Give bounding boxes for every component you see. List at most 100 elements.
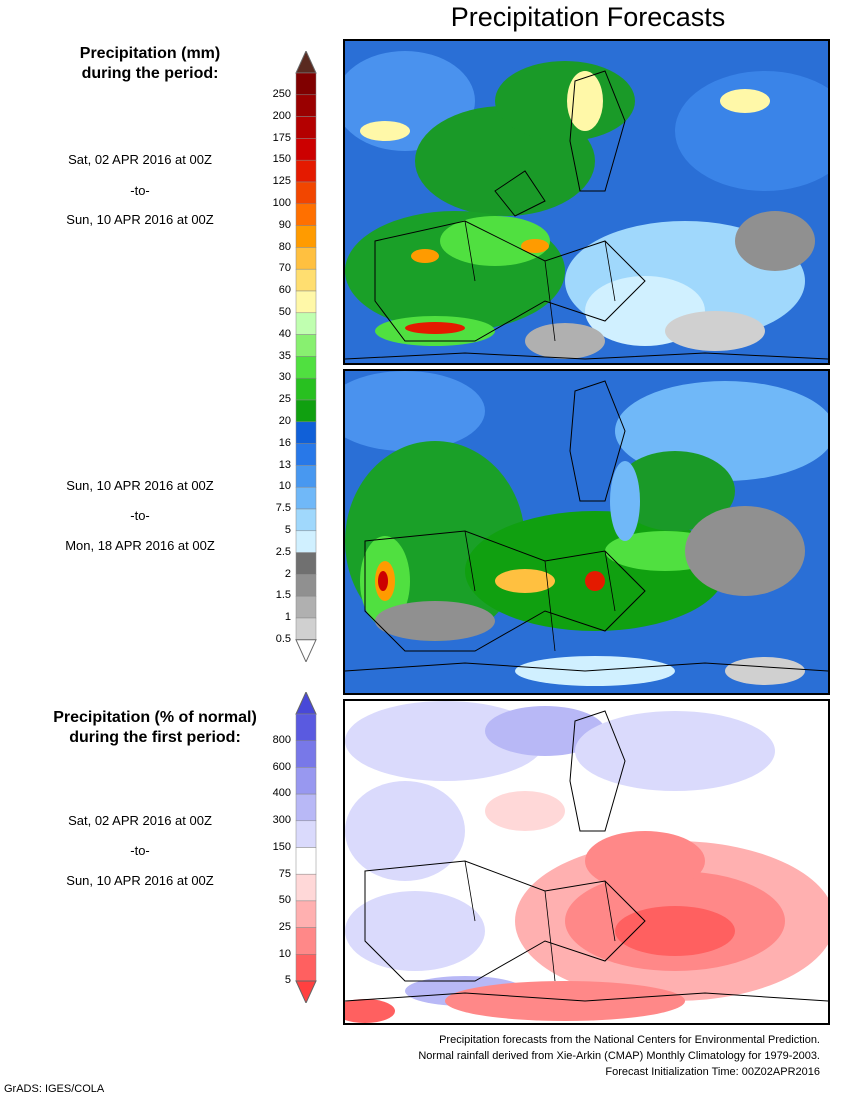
- precip-pct-swatch: [295, 714, 317, 742]
- precip-pct-swatch: [295, 847, 317, 875]
- legend-pct-heading: Precipitation (% of normal) during the f…: [5, 708, 305, 748]
- period2-sep: -to-: [130, 508, 150, 523]
- precip-mm-swatch: [295, 334, 317, 357]
- precip-mm-tick-label: 90: [278, 218, 291, 231]
- precip-mm-swatch: [295, 247, 317, 270]
- precip-mm-swatch: [295, 530, 317, 554]
- precip-mm-swatch: [295, 181, 317, 205]
- footer-line3: Forecast Initialization Time: 00Z02APR20…: [605, 1066, 820, 1078]
- precip-mm-tick-label: 25: [278, 393, 291, 406]
- precip-pct-tick-label: 50: [278, 894, 291, 907]
- precip-mm-swatch: [295, 421, 317, 445]
- map-panel-percent-normal: [343, 699, 830, 1025]
- period1-start: Sat, 02 APR 2016 at 00Z: [68, 152, 212, 167]
- precip-pct-colorbar-svg: [295, 692, 317, 1004]
- period3-end: Sun, 10 APR 2016 at 00Z: [66, 873, 214, 888]
- precip-mm-swatch: [295, 94, 317, 118]
- precip-mm-tick-label: 35: [278, 349, 291, 362]
- precip-mm-tick-label: 125: [272, 175, 291, 188]
- precip-mm-swatch: [295, 508, 317, 532]
- precip-mm-tick-label: 7.5: [275, 502, 291, 515]
- precip-map-period1: [345, 41, 828, 363]
- precip-mm-swatch: [295, 138, 317, 161]
- precip-mm-swatch: [295, 443, 317, 466]
- precip-mm-tick-label: 150: [272, 153, 291, 166]
- precip-mm-swatch: [295, 203, 317, 227]
- precip-mm-tick-label: 2: [284, 567, 291, 580]
- precip-mm-swatch: [295, 617, 317, 641]
- precip-pct-top-arrow: [295, 692, 317, 715]
- grads-credit: GrADS: IGES/COLA: [4, 1083, 105, 1095]
- precip-mm-tick-label: 30: [278, 371, 291, 384]
- precip-pct-swatch: [295, 794, 317, 822]
- precip-mm-swatch: [295, 552, 317, 575]
- precip-mm-tick-label: 40: [278, 327, 291, 340]
- precip-map-period2: [345, 371, 828, 693]
- precip-mm-swatch: [295, 312, 317, 336]
- legend-pct-heading-line2: during the first period:: [69, 729, 241, 746]
- precip-mm-swatch: [295, 399, 317, 423]
- period2-start: Sun, 10 APR 2016 at 00Z: [66, 478, 214, 493]
- precip-pct-bottom-arrow: [295, 980, 317, 1004]
- precip-mm-swatch: [295, 225, 317, 248]
- legend-mm-heading-line1: Precipitation (mm): [79, 45, 221, 62]
- precip-mm-swatch: [295, 72, 317, 96]
- precip-mm-swatch: [295, 465, 317, 488]
- precip-mm-top-arrow: [295, 51, 317, 74]
- precip-mm-tick-label: 16: [278, 436, 291, 449]
- precip-pct-swatch: [295, 740, 317, 768]
- precip-mm-swatch: [295, 116, 317, 139]
- map-panel-period2: [343, 369, 830, 695]
- precip-pct-tick-label: 75: [278, 867, 291, 880]
- precip-pct-swatch: [295, 954, 317, 982]
- precip-pct-tick-label: 600: [272, 760, 291, 773]
- precip-mm-colorbar-svg: [295, 51, 317, 662]
- period3-start: Sat, 02 APR 2016 at 00Z: [68, 813, 212, 828]
- legend-mm-heading-line2: during the period:: [81, 65, 219, 82]
- precip-pct-swatch: [295, 900, 317, 929]
- precip-mm-tick-label: 1: [284, 611, 291, 624]
- legend-pct-heading-line1: Precipitation (% of normal): [53, 709, 257, 726]
- precip-pct-map: [345, 701, 828, 1023]
- period1-end: Sun, 10 APR 2016 at 00Z: [66, 212, 214, 227]
- footer-line1: Precipitation forecasts from the Nationa…: [439, 1034, 820, 1046]
- page-title: Precipitation Forecasts: [450, 2, 726, 32]
- precip-mm-swatch: [295, 596, 317, 619]
- precip-pct-tick-label: 10: [278, 947, 291, 960]
- precip-pct-swatch: [295, 927, 317, 955]
- precip-pct-swatch: [295, 874, 317, 902]
- precip-mm-swatch: [295, 290, 317, 314]
- precip-mm-swatch: [295, 378, 317, 401]
- map-panel-period1: [343, 39, 830, 365]
- precip-mm-tick-label: 175: [272, 131, 291, 144]
- precip-pct-tick-label: 400: [272, 787, 291, 800]
- precip-pct-swatch: [295, 767, 317, 795]
- precip-pct-swatch: [295, 820, 317, 849]
- precip-mm-tick-label: 20: [278, 415, 291, 427]
- precip-mm-tick-label: 100: [272, 197, 291, 209]
- precip-mm-tick-label: 250: [272, 88, 291, 100]
- precip-pct-tick-label: 800: [272, 734, 291, 746]
- precip-pct-tick-label: 150: [272, 840, 291, 853]
- precip-mm-tick-label: 5: [284, 524, 291, 536]
- precip-mm-bottom-arrow: [295, 639, 317, 662]
- precip-mm-swatch: [295, 269, 317, 292]
- period3-sep: -to-: [130, 843, 150, 858]
- precip-mm-swatch: [295, 487, 317, 510]
- precip-mm-tick-label: 2.5: [275, 545, 291, 558]
- period1-sep: -to-: [130, 183, 150, 198]
- precip-mm-tick-label: 50: [278, 306, 291, 318]
- precip-pct-tick-label: 25: [278, 920, 291, 933]
- precip-mm-swatch: [295, 356, 317, 379]
- precip-mm-tick-label: 10: [278, 480, 291, 493]
- legend-mm-heading: Precipitation (mm) during the period:: [0, 44, 300, 84]
- precip-mm-swatch: [295, 574, 317, 597]
- precip-mm-tick-label: 60: [278, 284, 291, 297]
- footer-line2: Normal rainfall derived from Xie-Arkin (…: [418, 1050, 820, 1062]
- precip-mm-tick-label: 200: [272, 109, 291, 122]
- precip-mm-tick-label: 13: [278, 458, 291, 471]
- precip-mm-tick-label: 1.5: [275, 589, 291, 602]
- precip-mm-tick-label: 80: [278, 240, 291, 253]
- period2-end: Mon, 18 APR 2016 at 00Z: [65, 538, 215, 553]
- precip-mm-swatch: [295, 160, 317, 183]
